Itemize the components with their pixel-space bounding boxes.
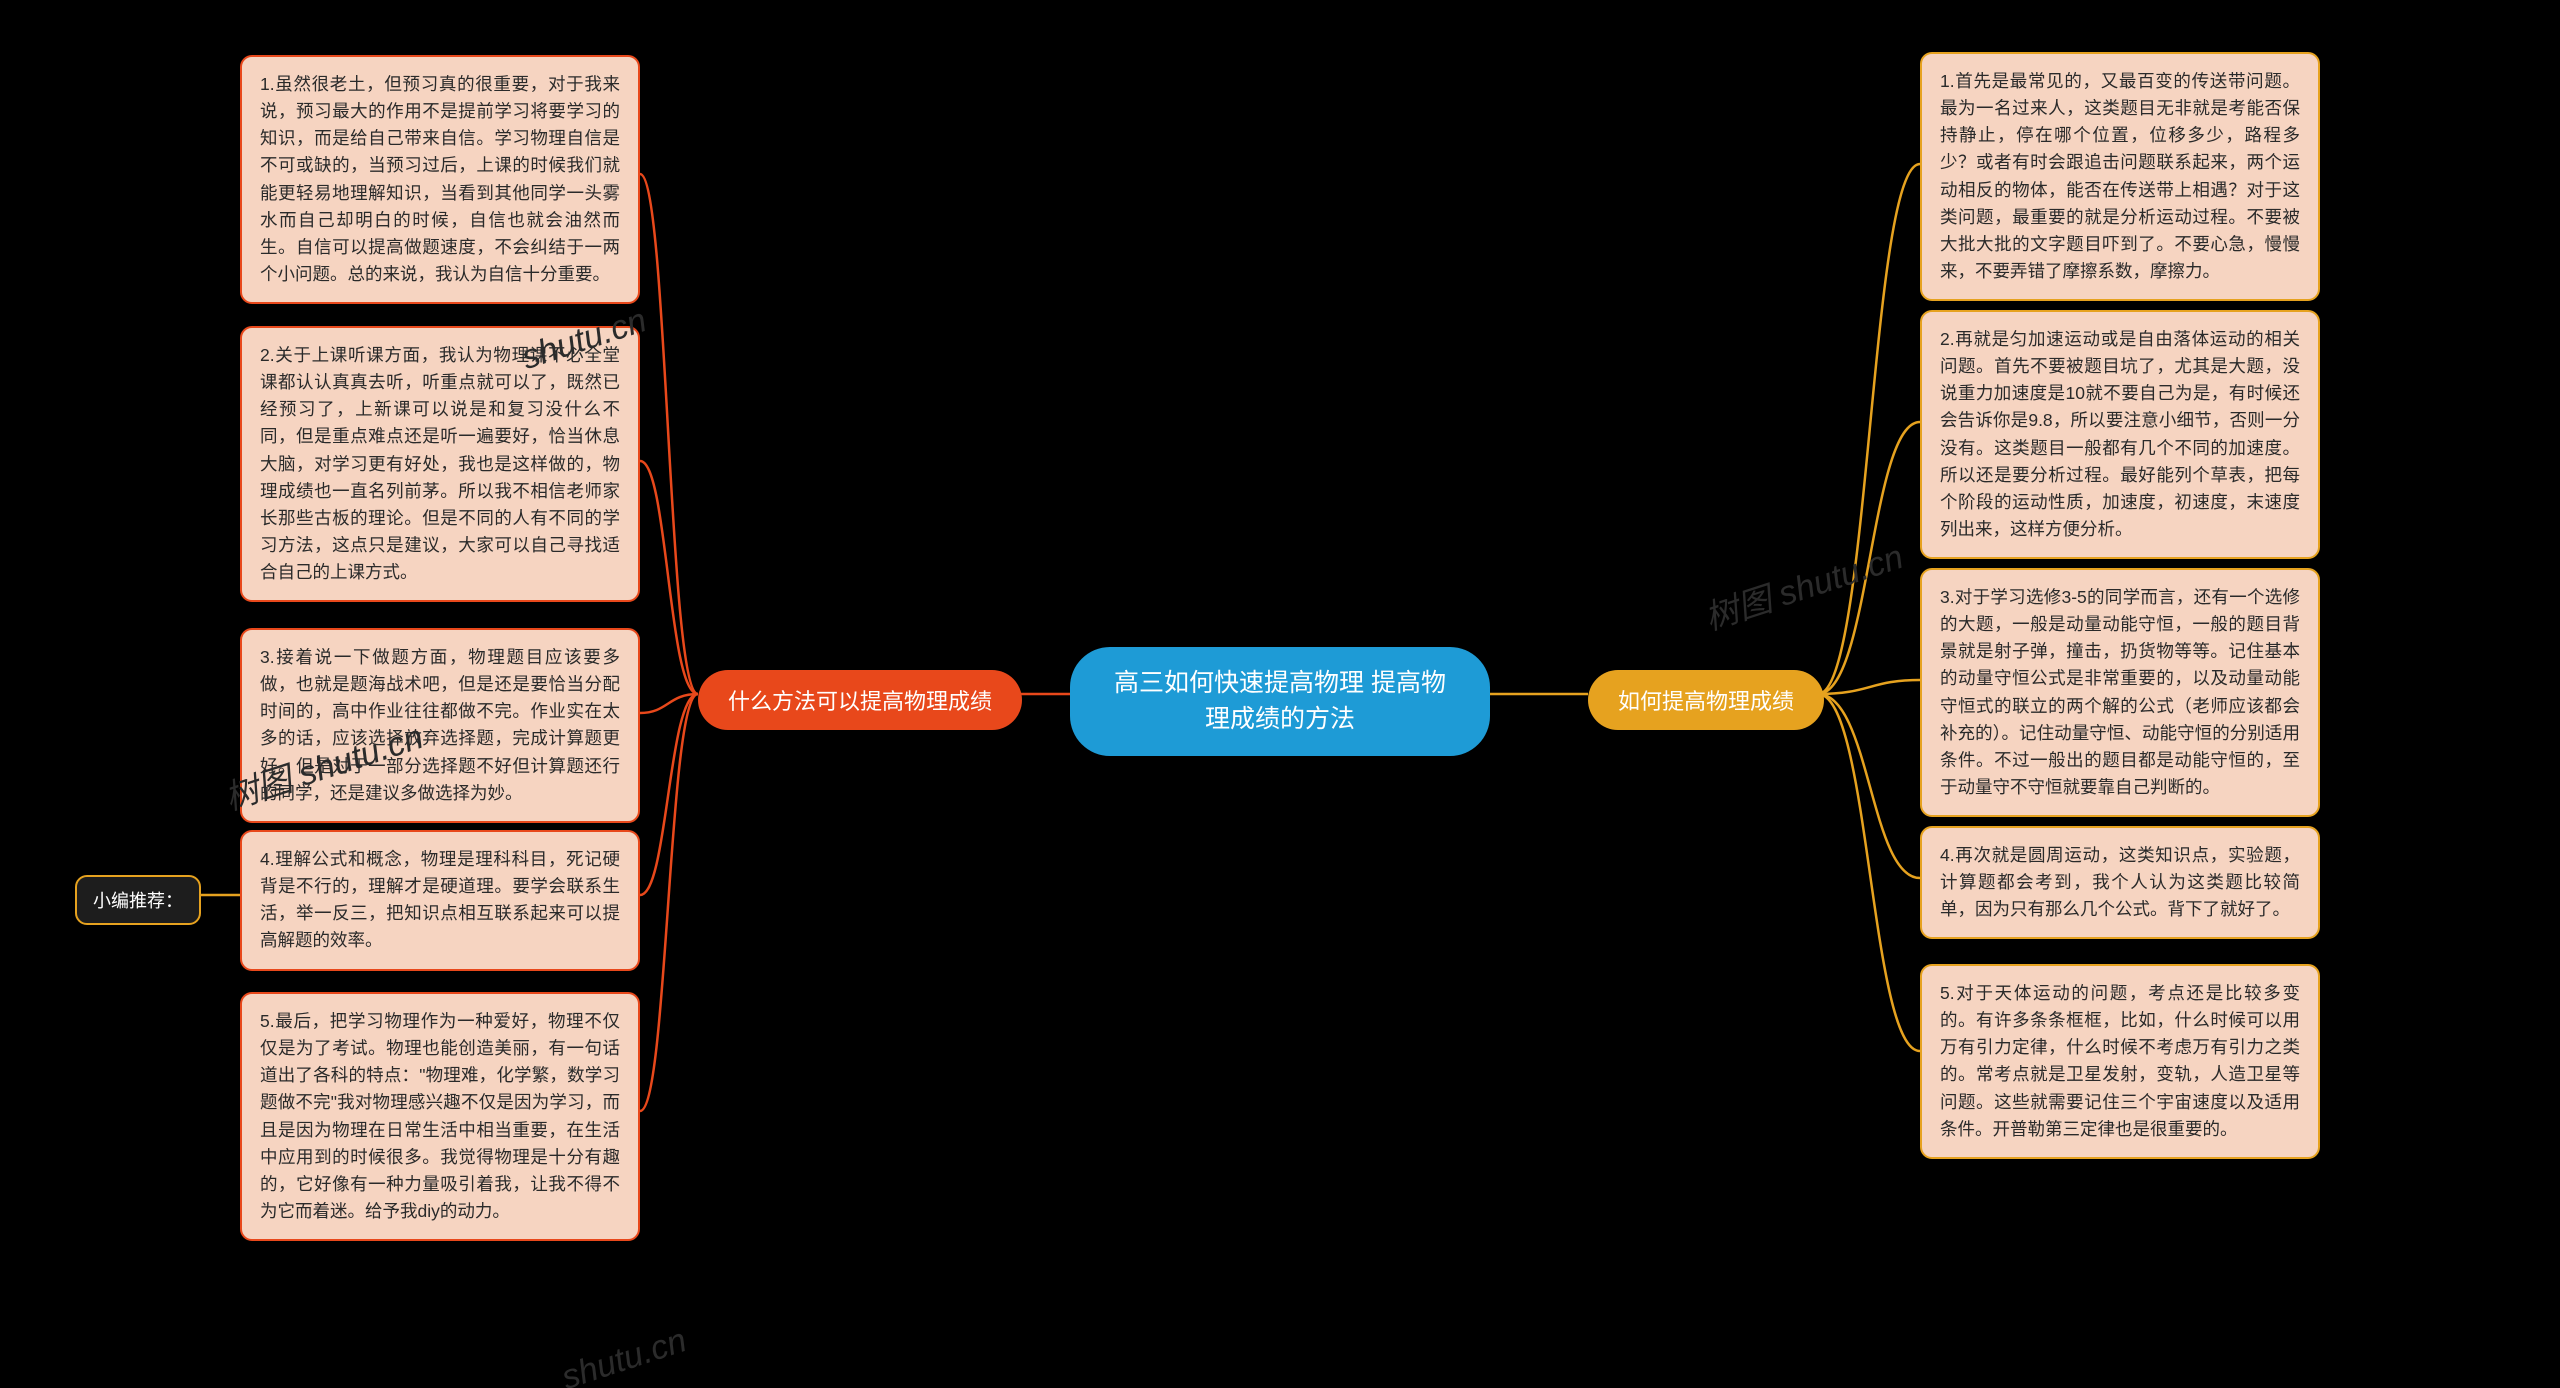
watermark-3: 树图 shutu.cn [1697, 529, 1908, 639]
branch-right-text: 如何提高物理成绩 [1618, 689, 1794, 714]
edge-right-2 [1818, 422, 1920, 694]
left-leaf-3-text: 3.接着说一下做题方面，物理题目应该要多做，也就是题海战术吧，但是还是要恰当分配… [260, 647, 620, 803]
branch-left[interactable]: 什么方法可以提高物理成绩 [698, 670, 1022, 730]
left-leaf-4-text: 4.理解公式和概念，物理是理科科目，死记硬背是不行的，理解才是硬道理。要学会联系… [260, 849, 620, 950]
edge-left-2 [640, 461, 698, 694]
left-leaf-1-text: 1.虽然很老土，但预习真的很重要，对于我来说，预习最大的作用不是提前学习将要学习… [260, 74, 620, 284]
right-leaf-2[interactable]: 2.再就是匀加速运动或是自由落体运动的相关问题。首先不要被题目坑了，尤其是大题，… [1920, 310, 2320, 559]
right-leaf-4-text: 4.再次就是圆周运动，这类知识点，实验题，计算题都会考到，我个人认为这类题比较简… [1940, 845, 2300, 919]
left-leaf-5-text: 5.最后，把学习物理作为一种爱好，物理不仅仅是为了考试。物理也能创造美丽，有一句… [260, 1011, 620, 1221]
right-leaf-5-text: 5.对于天体运动的问题，考点还是比较多变的。有许多条条框框，比如，什么时候可以用… [1940, 983, 2300, 1139]
edge-left-4 [640, 694, 698, 895]
watermark-4: shutu.cn [557, 1321, 691, 1388]
left-leaf-5[interactable]: 5.最后，把学习物理作为一种爱好，物理不仅仅是为了考试。物理也能创造美丽，有一句… [240, 992, 640, 1241]
right-leaf-2-text: 2.再就是匀加速运动或是自由落体运动的相关问题。首先不要被题目坑了，尤其是大题，… [1940, 329, 2300, 539]
edge-left-1 [640, 174, 698, 694]
right-leaf-5[interactable]: 5.对于天体运动的问题，考点还是比较多变的。有许多条条框框，比如，什么时候可以用… [1920, 964, 2320, 1159]
left-leaf-2[interactable]: 2.关于上课听课方面，我认为物理课不必全堂课都认认真真去听，听重点就可以了，既然… [240, 326, 640, 602]
left-leaf-1[interactable]: 1.虽然很老土，但预习真的很重要，对于我来说，预习最大的作用不是提前学习将要学习… [240, 55, 640, 304]
right-leaf-3[interactable]: 3.对于学习选修3-5的同学而言，还有一个选修的大题，一般是动量动能守恒，一般的… [1920, 568, 2320, 817]
center-topic-text: 高三如何快速提高物理 提高物理成绩的方法 [1114, 669, 1446, 733]
edge-right-5 [1818, 694, 1920, 1051]
branch-right[interactable]: 如何提高物理成绩 [1588, 670, 1824, 730]
editor-recommend-node[interactable]: 小编推荐： [75, 875, 201, 925]
edge-left-3 [640, 694, 698, 713]
left-leaf-2-text: 2.关于上课听课方面，我认为物理课不必全堂课都认认真真去听，听重点就可以了，既然… [260, 345, 620, 582]
edge-right-1 [1818, 164, 1920, 694]
editor-recommend-text: 小编推荐： [93, 891, 183, 911]
center-topic[interactable]: 高三如何快速提高物理 提高物理成绩的方法 [1070, 647, 1490, 756]
right-leaf-1-text: 1.首先是最常见的，又最百变的传送带问题。最为一名过来人，这类题目无非就是考能否… [1940, 71, 2300, 281]
left-leaf-4[interactable]: 4.理解公式和概念，物理是理科科目，死记硬背是不行的，理解才是硬道理。要学会联系… [240, 830, 640, 971]
edge-right-3 [1818, 680, 1920, 694]
right-leaf-3-text: 3.对于学习选修3-5的同学而言，还有一个选修的大题，一般是动量动能守恒，一般的… [1940, 587, 2300, 797]
edge-left-5 [640, 694, 698, 1111]
right-leaf-4[interactable]: 4.再次就是圆周运动，这类知识点，实验题，计算题都会考到，我个人认为这类题比较简… [1920, 826, 2320, 939]
left-leaf-3[interactable]: 3.接着说一下做题方面，物理题目应该要多做，也就是题海战术吧，但是还是要恰当分配… [240, 628, 640, 823]
right-leaf-1[interactable]: 1.首先是最常见的，又最百变的传送带问题。最为一名过来人，这类题目无非就是考能否… [1920, 52, 2320, 301]
branch-left-text: 什么方法可以提高物理成绩 [728, 689, 992, 714]
edge-right-4 [1818, 694, 1920, 878]
